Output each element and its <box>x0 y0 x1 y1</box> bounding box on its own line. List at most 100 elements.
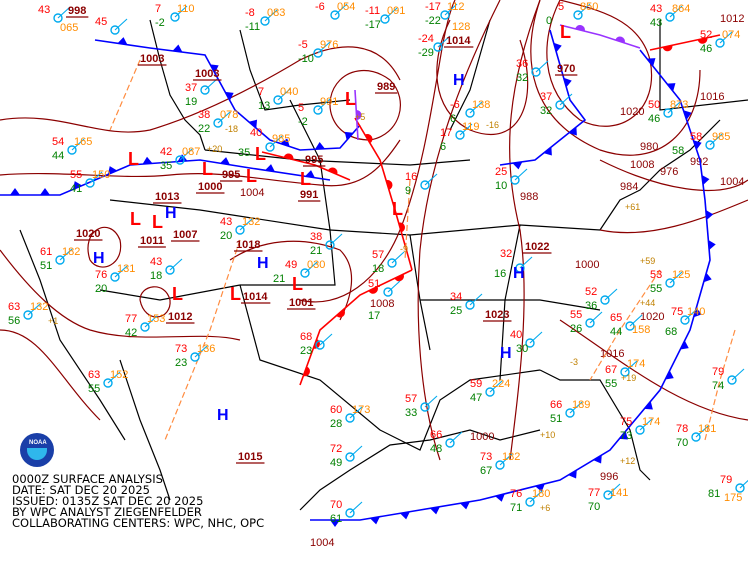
station-plot: 63 152 55 <box>88 369 128 395</box>
high-pressure-symbol: H <box>165 205 177 222</box>
pressure: 182 <box>62 246 80 258</box>
cold-front-triangle <box>265 164 275 172</box>
pressure: 110 <box>177 3 195 15</box>
temperature: 58 <box>690 131 702 143</box>
wind-barb-icon <box>604 288 618 301</box>
station-circle-icon <box>573 10 583 20</box>
station-plot: 66 189 51 <box>550 399 590 425</box>
station-circle-icon <box>313 48 323 58</box>
pressure: 140 <box>687 306 705 318</box>
temperature: 75 <box>620 416 632 428</box>
isobar <box>530 0 701 156</box>
station-circle-icon <box>190 352 200 362</box>
collaborating-centers: COLLABORATING CENTERS: WPC, NHC, OPC <box>12 516 265 530</box>
low-pressure-symbol: L <box>230 284 241 304</box>
cold-front-triangle <box>535 483 545 492</box>
dewpoint: 55 <box>650 283 662 295</box>
cold-front-triangle <box>142 156 153 165</box>
pressure-tendency: +6 <box>540 503 550 513</box>
analysis-date: DATE: SAT DEC 20 2025 <box>12 483 150 497</box>
dewpoint: 21 <box>273 273 285 285</box>
station-circle-icon <box>445 438 455 448</box>
temperature: -5 <box>298 39 308 51</box>
dewpoint: -11 <box>245 21 260 33</box>
wind-barb-icon <box>469 293 483 306</box>
center-pressure-label: 1003 <box>195 68 219 80</box>
station-plot: 63 132 56 <box>8 301 48 327</box>
warm-front-line <box>261 151 351 181</box>
wind-barb-icon <box>559 93 573 106</box>
station-circle-icon <box>300 268 310 278</box>
pressure: 976 <box>320 39 338 51</box>
border-line <box>329 224 601 236</box>
center-pressure-label: 989 <box>377 81 395 93</box>
temperature: 79 <box>720 474 732 486</box>
station-plot: 67 174 55 <box>605 358 645 390</box>
station-circle-icon <box>727 375 737 385</box>
low-pressure-symbol: L <box>172 284 183 304</box>
station-plot: 42 087 35 <box>160 146 200 172</box>
station-plot: 59 224 47 <box>470 378 510 404</box>
station-circle-icon <box>440 10 450 20</box>
station-circle-icon <box>345 508 355 518</box>
temperature: 57 <box>405 393 417 405</box>
center-pressure-label: 1013 <box>155 191 179 203</box>
border-line <box>539 369 651 481</box>
wind-barb-icon <box>449 431 463 444</box>
cold-front-triangle <box>666 83 676 92</box>
station-plot: -8 083 -11 <box>245 7 285 33</box>
temperature: 63 <box>88 369 100 381</box>
station-plot: 55 150 41 <box>70 169 110 195</box>
station-plot: 7 110 -2 <box>155 3 195 29</box>
station-plot: 52 074 46 <box>700 29 740 55</box>
pressure: 152 <box>110 369 128 381</box>
temperature: 43 <box>38 4 50 16</box>
wind-barb-icon <box>669 271 683 284</box>
wind-barb-icon <box>217 111 231 124</box>
dewpoint: 44 <box>52 150 64 162</box>
cold-front-triangle <box>172 44 183 53</box>
temperature: 79 <box>712 366 724 378</box>
dewpoint: 26 <box>570 323 582 335</box>
station-plot: 5 991 -2 <box>298 96 338 128</box>
isobar-label: 1008 <box>370 298 394 310</box>
temperature: 38 <box>310 231 322 243</box>
wind-barb-icon <box>577 3 591 16</box>
station-circle-icon <box>213 118 223 128</box>
warm-front-semicircle <box>394 274 404 282</box>
cold-front-triangle <box>701 175 710 185</box>
station-plot: 73 182 67 <box>480 451 520 477</box>
high-pressure-symbol: H <box>500 345 512 362</box>
pressure-tendency: +1 <box>48 316 58 326</box>
cold-front-triangle <box>693 307 702 318</box>
pressure: 158 <box>632 324 650 336</box>
dewpoint: 32 <box>540 105 552 117</box>
center-pressure-label: 1023 <box>485 309 509 321</box>
warm-front-semicircle <box>283 153 294 160</box>
station-circle-icon <box>170 12 180 22</box>
pressure-tendency: -3 <box>570 357 578 367</box>
cold-front-triangle <box>683 110 692 120</box>
pressure-tendency: +44 <box>640 298 655 308</box>
noaa-logo-icon: NOAA <box>20 433 54 467</box>
wind-barb-icon <box>179 148 193 161</box>
station-plot: 53 125 55 <box>650 269 690 295</box>
warm-front-semicircle <box>303 366 310 377</box>
temperature: 66 <box>430 429 442 441</box>
station-circle-icon <box>525 497 535 507</box>
isobar <box>0 249 241 341</box>
wind-barb-icon <box>27 303 41 316</box>
trough-line <box>589 269 661 381</box>
wind-barb-icon <box>387 280 401 293</box>
pressure: 065 <box>60 22 78 34</box>
pressure: 182 <box>502 451 520 463</box>
dewpoint: 55 <box>605 378 617 390</box>
wind-barb-icon <box>489 380 503 393</box>
dewpoint: -10 <box>298 53 314 65</box>
temperature: 60 <box>330 404 342 416</box>
